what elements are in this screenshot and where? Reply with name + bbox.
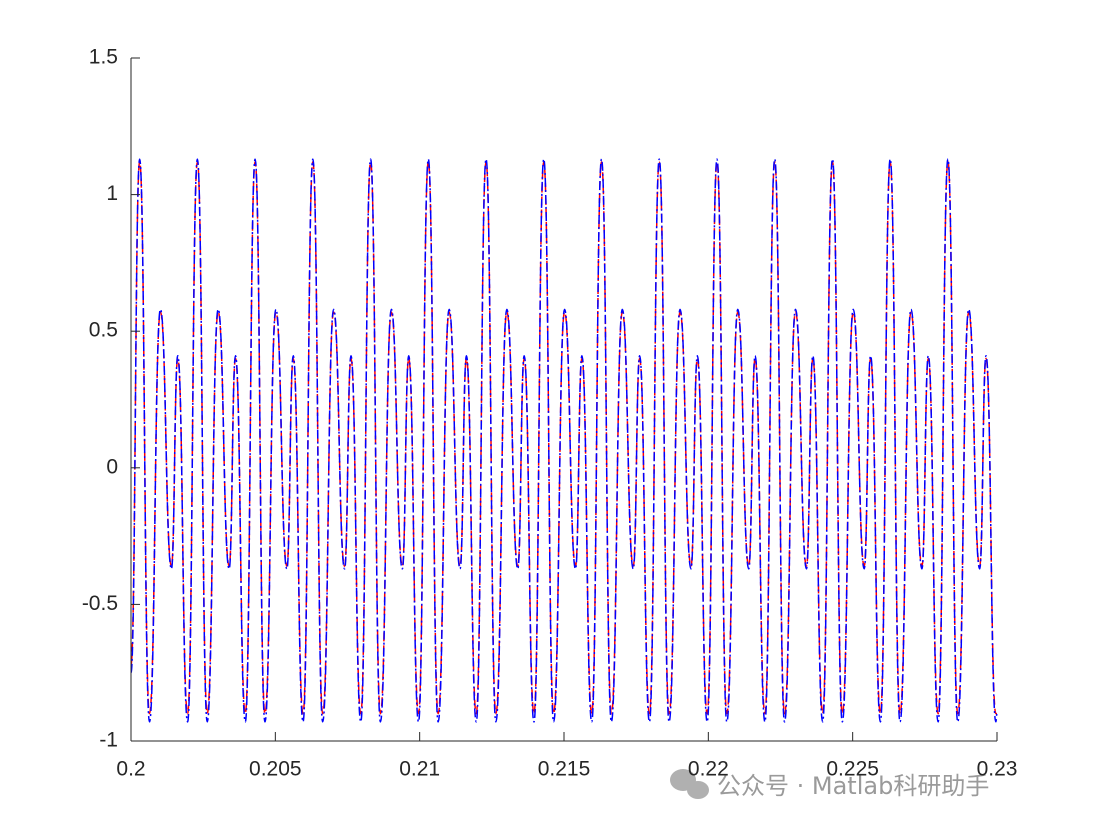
- x-tick-label: 0.21: [399, 758, 440, 781]
- watermark: 公众号 · Matlab科研助手: [717, 772, 989, 800]
- x-tick-label: 0.215: [538, 758, 591, 781]
- x-tick-label: 0.2: [116, 758, 145, 781]
- y-tick-label: 0.5: [89, 319, 118, 342]
- y-tick-label: 1: [106, 182, 118, 205]
- y-tick-label: 1.5: [89, 46, 118, 69]
- y-tick-label: -1: [99, 729, 118, 752]
- x-tick-label: 0.225: [826, 758, 879, 781]
- line-series: [130, 161, 997, 715]
- x-tick-label: 0.205: [249, 758, 302, 781]
- y-tick-label: 0: [106, 455, 118, 478]
- x-tick-label: 0.22: [688, 758, 729, 781]
- y-tick-label: -0.5: [82, 592, 118, 615]
- x-tick-label: 0.23: [977, 758, 1018, 781]
- watermark-icon: [670, 769, 709, 799]
- line-series: [130, 158, 998, 723]
